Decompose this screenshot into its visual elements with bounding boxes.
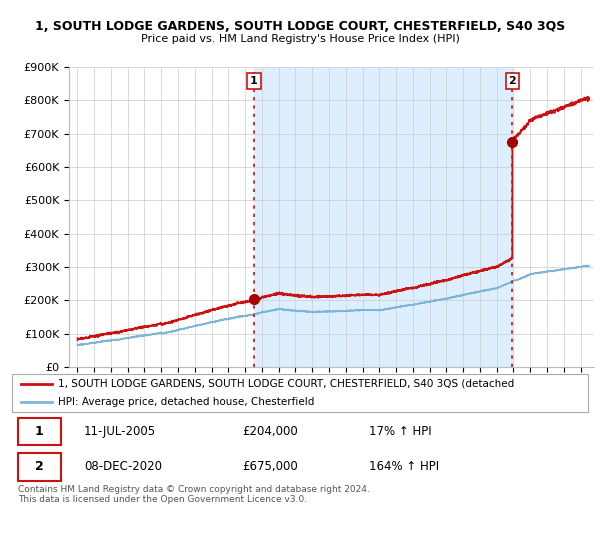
- Text: 2: 2: [35, 460, 44, 473]
- Text: £204,000: £204,000: [242, 425, 298, 438]
- Text: 164% ↑ HPI: 164% ↑ HPI: [369, 460, 439, 473]
- Text: 1: 1: [35, 425, 44, 438]
- FancyBboxPatch shape: [12, 374, 588, 412]
- Text: HPI: Average price, detached house, Chesterfield: HPI: Average price, detached house, Ches…: [58, 397, 314, 407]
- FancyBboxPatch shape: [18, 453, 61, 480]
- Text: Contains HM Land Registry data © Crown copyright and database right 2024.
This d: Contains HM Land Registry data © Crown c…: [18, 485, 370, 505]
- Text: 08-DEC-2020: 08-DEC-2020: [84, 460, 162, 473]
- Bar: [254, 67, 512, 367]
- Text: 1, SOUTH LODGE GARDENS, SOUTH LODGE COURT, CHESTERFIELD, S40 3QS: 1, SOUTH LODGE GARDENS, SOUTH LODGE COUR…: [35, 20, 565, 32]
- FancyBboxPatch shape: [18, 418, 61, 445]
- Text: Price paid vs. HM Land Registry's House Price Index (HPI): Price paid vs. HM Land Registry's House …: [140, 34, 460, 44]
- Text: 1: 1: [250, 76, 258, 86]
- Text: 17% ↑ HPI: 17% ↑ HPI: [369, 425, 432, 438]
- Text: 1, SOUTH LODGE GARDENS, SOUTH LODGE COURT, CHESTERFIELD, S40 3QS (detached: 1, SOUTH LODGE GARDENS, SOUTH LODGE COUR…: [58, 379, 514, 389]
- Text: 11-JUL-2005: 11-JUL-2005: [84, 425, 156, 438]
- Text: 2: 2: [508, 76, 516, 86]
- Text: £675,000: £675,000: [242, 460, 298, 473]
